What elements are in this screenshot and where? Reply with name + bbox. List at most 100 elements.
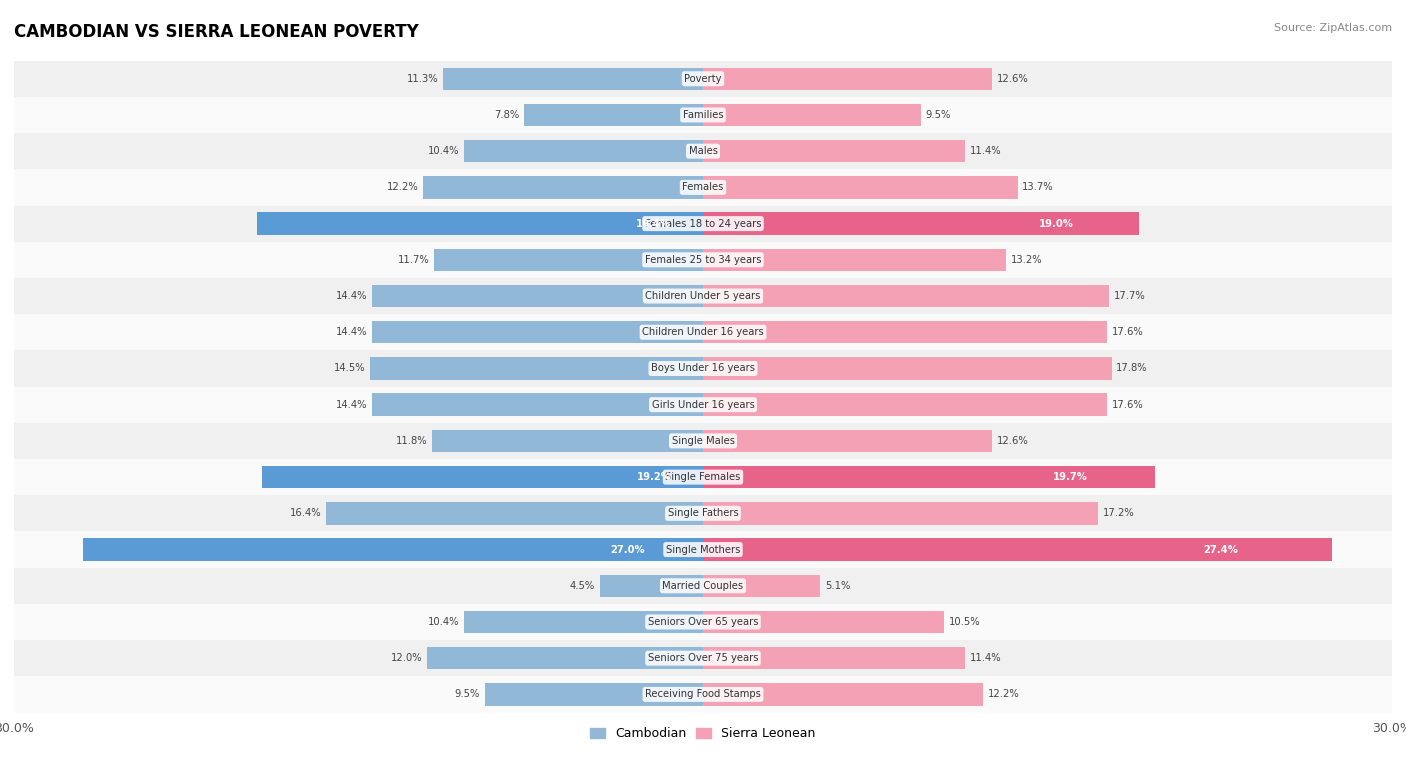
Text: Children Under 5 years: Children Under 5 years <box>645 291 761 301</box>
Bar <box>257 212 703 235</box>
Text: Females: Females <box>682 183 724 193</box>
Text: 17.7%: 17.7% <box>1114 291 1146 301</box>
Text: 14.4%: 14.4% <box>336 291 368 301</box>
Bar <box>524 104 703 126</box>
Bar <box>373 285 703 307</box>
Bar <box>703 321 1107 343</box>
Text: 11.4%: 11.4% <box>969 146 1001 156</box>
Bar <box>14 459 1392 495</box>
Bar <box>14 604 1392 640</box>
Bar <box>703 466 1156 488</box>
Bar <box>703 393 1107 416</box>
Text: 9.5%: 9.5% <box>925 110 950 120</box>
Text: 10.4%: 10.4% <box>427 146 460 156</box>
Text: Single Fathers: Single Fathers <box>668 509 738 518</box>
Text: 11.3%: 11.3% <box>408 74 439 83</box>
Text: Single Males: Single Males <box>672 436 734 446</box>
Text: 17.6%: 17.6% <box>1112 327 1143 337</box>
Bar <box>703 357 1112 380</box>
Text: 10.4%: 10.4% <box>427 617 460 627</box>
Bar <box>427 647 703 669</box>
Bar <box>703 212 1139 235</box>
Bar <box>423 176 703 199</box>
Bar <box>703 140 965 162</box>
Bar <box>14 640 1392 676</box>
Text: 12.6%: 12.6% <box>997 74 1029 83</box>
Text: 19.4%: 19.4% <box>636 218 671 229</box>
Text: 13.2%: 13.2% <box>1011 255 1042 265</box>
Bar <box>485 683 703 706</box>
Bar <box>464 140 703 162</box>
Text: 14.5%: 14.5% <box>333 364 366 374</box>
Legend: Cambodian, Sierra Leonean: Cambodian, Sierra Leonean <box>585 722 821 745</box>
Bar <box>373 393 703 416</box>
Text: 4.5%: 4.5% <box>569 581 595 590</box>
Bar <box>14 61 1392 97</box>
Text: 11.8%: 11.8% <box>396 436 427 446</box>
Text: 14.4%: 14.4% <box>336 327 368 337</box>
Bar <box>599 575 703 597</box>
Bar <box>434 249 703 271</box>
Bar <box>703 683 983 706</box>
Text: 27.0%: 27.0% <box>610 544 644 555</box>
Text: 12.6%: 12.6% <box>997 436 1029 446</box>
Text: 12.2%: 12.2% <box>988 690 1019 700</box>
Text: Females 25 to 34 years: Females 25 to 34 years <box>645 255 761 265</box>
Text: Poverty: Poverty <box>685 74 721 83</box>
Bar <box>703 176 1018 199</box>
Bar <box>14 387 1392 423</box>
Bar <box>14 495 1392 531</box>
Bar <box>14 350 1392 387</box>
Text: Receiving Food Stamps: Receiving Food Stamps <box>645 690 761 700</box>
Text: Girls Under 16 years: Girls Under 16 years <box>651 399 755 409</box>
Bar <box>326 502 703 525</box>
Bar <box>14 133 1392 169</box>
Text: Children Under 16 years: Children Under 16 years <box>643 327 763 337</box>
Text: 19.0%: 19.0% <box>1039 218 1074 229</box>
Bar <box>373 321 703 343</box>
Bar <box>370 357 703 380</box>
Bar <box>432 430 703 452</box>
Bar <box>703 502 1098 525</box>
Bar <box>14 531 1392 568</box>
Bar <box>14 242 1392 278</box>
Text: Seniors Over 65 years: Seniors Over 65 years <box>648 617 758 627</box>
Bar <box>14 97 1392 133</box>
Text: Single Females: Single Females <box>665 472 741 482</box>
Bar <box>703 647 965 669</box>
Text: 11.7%: 11.7% <box>398 255 430 265</box>
Bar <box>14 314 1392 350</box>
Text: 5.1%: 5.1% <box>825 581 851 590</box>
Bar <box>703 249 1007 271</box>
Text: Seniors Over 75 years: Seniors Over 75 years <box>648 653 758 663</box>
Text: Males: Males <box>689 146 717 156</box>
Text: Source: ZipAtlas.com: Source: ZipAtlas.com <box>1274 23 1392 33</box>
Bar <box>703 575 820 597</box>
Text: Females 18 to 24 years: Females 18 to 24 years <box>645 218 761 229</box>
Text: 19.7%: 19.7% <box>1053 472 1088 482</box>
Text: 27.4%: 27.4% <box>1204 544 1237 555</box>
Bar <box>14 568 1392 604</box>
Text: 16.4%: 16.4% <box>290 509 322 518</box>
Bar <box>14 423 1392 459</box>
Text: CAMBODIAN VS SIERRA LEONEAN POVERTY: CAMBODIAN VS SIERRA LEONEAN POVERTY <box>14 23 419 41</box>
Bar <box>703 67 993 90</box>
Text: 17.2%: 17.2% <box>1102 509 1135 518</box>
Text: Single Mothers: Single Mothers <box>666 544 740 555</box>
Text: 12.0%: 12.0% <box>391 653 423 663</box>
Text: 19.2%: 19.2% <box>637 472 672 482</box>
Text: 10.5%: 10.5% <box>949 617 980 627</box>
Text: Families: Families <box>683 110 723 120</box>
Bar <box>703 538 1333 561</box>
Text: Boys Under 16 years: Boys Under 16 years <box>651 364 755 374</box>
Bar <box>14 278 1392 314</box>
Bar <box>262 466 703 488</box>
Text: 17.6%: 17.6% <box>1112 399 1143 409</box>
Text: 14.4%: 14.4% <box>336 399 368 409</box>
Text: 9.5%: 9.5% <box>456 690 481 700</box>
Text: 12.2%: 12.2% <box>387 183 418 193</box>
Bar <box>83 538 703 561</box>
Bar <box>703 611 945 633</box>
Bar <box>464 611 703 633</box>
Text: 11.4%: 11.4% <box>969 653 1001 663</box>
